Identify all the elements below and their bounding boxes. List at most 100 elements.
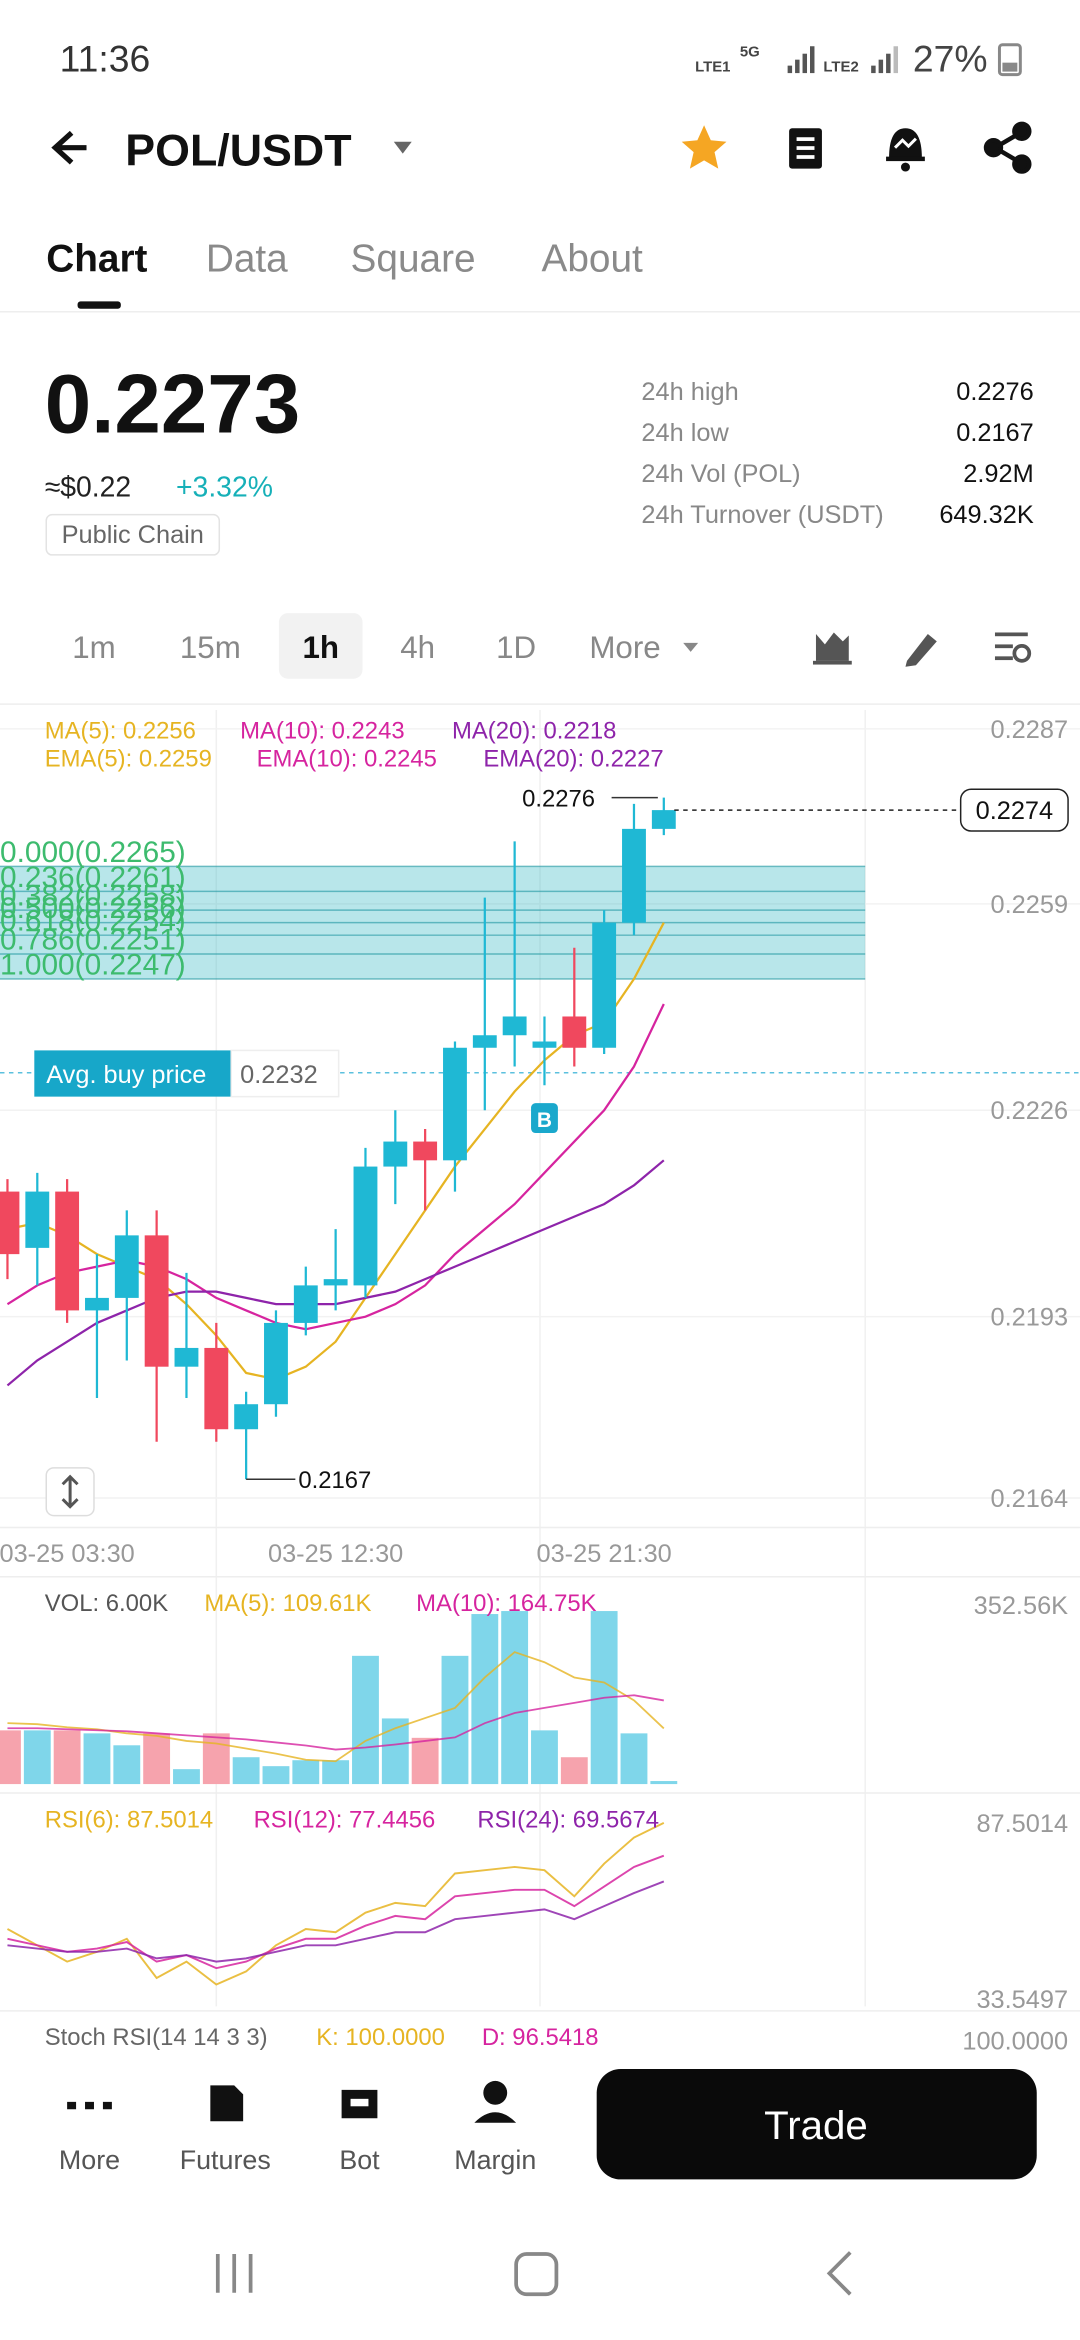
fib-label: 0.236(0.2261) — [0, 861, 186, 894]
signal-bars — [787, 46, 899, 74]
x-tick-label: 03-25 21:30 — [536, 1540, 671, 1568]
nav-icon — [210, 2085, 244, 2122]
share-icon[interactable] — [983, 121, 1032, 174]
interval[interactable]: More — [589, 630, 660, 665]
trade-label[interactable]: Trade — [764, 2103, 868, 2148]
stoch-tick-label: 100.0000 — [962, 2028, 1068, 2056]
trade-button[interactable] — [596, 2069, 1037, 2180]
vol-bar — [0, 1730, 21, 1785]
vol-bar — [173, 1769, 200, 1785]
ma-label: MA(5): 0.2256 — [45, 717, 196, 744]
vol-ma-line — [7, 1694, 664, 1751]
pair-title[interactable]: POL/USDT — [125, 126, 351, 176]
vol-bar — [620, 1733, 648, 1785]
fib-label: 0.000(0.2265) — [0, 836, 186, 869]
avg-buy-label: Avg. buy price — [46, 1061, 206, 1089]
rsi-line — [7, 1880, 665, 1963]
tag-text: Public Chain — [62, 521, 204, 549]
interval[interactable]: 4h — [400, 630, 435, 665]
rsi-label: RSI(6): 87.5014 — [45, 1806, 213, 1833]
stoch-d: D: 96.5418 — [482, 2024, 599, 2051]
nav-label[interactable]: Futures — [180, 2145, 271, 2175]
favorite-star[interactable] — [681, 125, 727, 169]
high-label: 0.2276 — [522, 786, 595, 813]
network-label: LTE2 — [823, 60, 858, 76]
avg-buy-tag — [34, 1050, 232, 1097]
candle-body — [174, 1347, 199, 1367]
low-label: 0.2167 — [298, 1467, 371, 1494]
candle-body — [144, 1235, 169, 1367]
sys-back — [826, 2251, 852, 2296]
nav-label[interactable]: Bot — [339, 2145, 380, 2175]
candle-body — [85, 1297, 109, 1311]
candle-body — [562, 1016, 587, 1048]
candle-body — [502, 1016, 527, 1036]
vol-bar — [531, 1730, 558, 1785]
stat-value: 0.2167 — [956, 419, 1034, 447]
nav-icon — [474, 2080, 517, 2123]
sys-home — [514, 2252, 559, 2297]
y-tick-label: 0.2259 — [991, 891, 1069, 919]
interval[interactable]: 15m — [180, 630, 241, 665]
candle-body — [592, 922, 617, 1048]
buy-marker — [531, 1103, 558, 1134]
vol-bar — [381, 1718, 409, 1785]
pair-dropdown[interactable] — [393, 141, 412, 154]
vol-bar — [352, 1655, 379, 1785]
chart-tool-icons[interactable] — [812, 632, 1032, 667]
candle-body — [293, 1285, 318, 1323]
usd-price: ≈$0.22 — [45, 472, 131, 504]
rsi-tick-label: 87.5014 — [976, 1810, 1068, 1838]
nav-label[interactable]: Margin — [454, 2145, 536, 2175]
vol-label: VOL: 6.00K — [45, 1590, 168, 1617]
battery-icon — [997, 43, 1022, 77]
interval[interactable]: 1m — [72, 630, 116, 665]
y-tick-label: 0.2193 — [991, 1304, 1069, 1332]
rsi-tick-label: 33.5497 — [976, 1986, 1068, 2014]
tab[interactable]: Data — [206, 237, 288, 280]
tab[interactable]: Square — [351, 237, 476, 280]
vol-bar — [113, 1745, 141, 1785]
y-tick-label: 0.2226 — [991, 1097, 1069, 1125]
rsi-label: RSI(12): 77.4456 — [254, 1806, 436, 1833]
back-button[interactable] — [51, 130, 87, 165]
candle-body — [204, 1347, 229, 1430]
fib-label: 0.382(0.2258) — [0, 880, 186, 913]
tab[interactable]: About — [541, 237, 643, 280]
network-label: 5G — [740, 45, 760, 61]
nav-icon — [67, 2101, 112, 2110]
alert-icon[interactable] — [886, 128, 925, 172]
y-tick-label: 0.2287 — [991, 716, 1069, 744]
interval[interactable]: 1h — [302, 630, 339, 665]
vol-bar — [471, 1614, 499, 1785]
tab-underline — [77, 301, 121, 309]
candle-body — [532, 1041, 557, 1048]
stat-label: 24h low — [641, 419, 729, 447]
stoch-k: K: 100.0000 — [316, 2024, 445, 2051]
stat-label: 24h high — [641, 378, 738, 406]
nav-label[interactable]: More — [59, 2145, 120, 2175]
vol-label: MA(5): 109.61K — [204, 1590, 371, 1617]
status-time: 11:36 — [60, 38, 151, 80]
rsi-line — [6, 1821, 665, 1986]
last-price: 0.2273 — [45, 357, 300, 451]
tab[interactable]: Chart — [46, 237, 147, 280]
vol-bar — [232, 1757, 260, 1785]
candle-body — [651, 810, 676, 829]
vol-bar — [23, 1730, 51, 1785]
candle-body — [234, 1404, 259, 1430]
fib-label: 0.500(0.2256) — [0, 892, 186, 925]
sys-recent — [215, 2253, 253, 2293]
vol-label: MA(10): 164.75K — [416, 1590, 596, 1617]
stat-value: 649.32K — [939, 501, 1034, 529]
stat-value: 0.2276 — [956, 378, 1034, 406]
avg-buy-box — [230, 1049, 340, 1098]
interval[interactable]: 1D — [496, 630, 536, 665]
y-tick-label: 0.2164 — [991, 1485, 1069, 1513]
ma-label: MA(20): 0.2218 — [452, 717, 616, 744]
candle-body — [114, 1235, 139, 1298]
notes-icon[interactable] — [789, 128, 822, 169]
candle-body — [622, 828, 646, 923]
candle-body — [472, 1035, 497, 1048]
